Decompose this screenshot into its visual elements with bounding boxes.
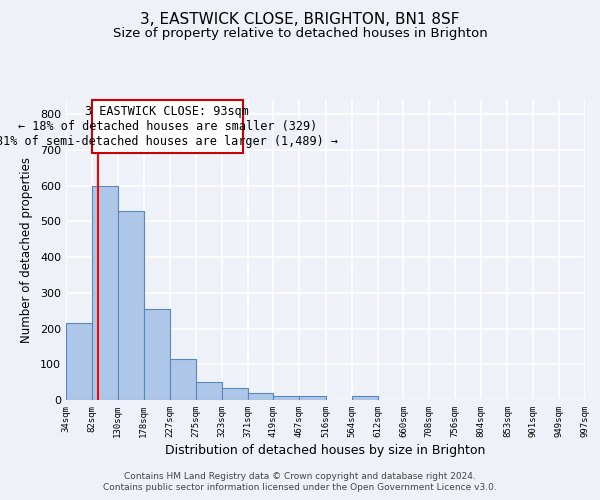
- Bar: [92, 186, 118, 400]
- Bar: [299, 396, 326, 400]
- Bar: [352, 396, 377, 400]
- Bar: [66, 323, 92, 400]
- Bar: [170, 359, 196, 400]
- Text: 3, EASTWICK CLOSE, BRIGHTON, BN1 8SF: 3, EASTWICK CLOSE, BRIGHTON, BN1 8SF: [140, 12, 460, 28]
- Bar: [196, 382, 222, 400]
- Bar: [248, 393, 274, 400]
- X-axis label: Distribution of detached houses by size in Brighton: Distribution of detached houses by size …: [166, 444, 485, 457]
- Bar: [274, 396, 299, 400]
- Text: Contains HM Land Registry data © Crown copyright and database right 2024.: Contains HM Land Registry data © Crown c…: [124, 472, 476, 481]
- Text: 3 EASTWICK CLOSE: 93sqm
← 18% of detached houses are smaller (329)
81% of semi-d: 3 EASTWICK CLOSE: 93sqm ← 18% of detache…: [0, 105, 338, 148]
- Bar: [222, 388, 248, 400]
- Y-axis label: Number of detached properties: Number of detached properties: [20, 157, 33, 343]
- Text: Size of property relative to detached houses in Brighton: Size of property relative to detached ho…: [113, 28, 487, 40]
- Text: Contains public sector information licensed under the Open Government Licence v3: Contains public sector information licen…: [103, 483, 497, 492]
- Bar: [118, 210, 143, 400]
- Bar: [143, 309, 170, 400]
